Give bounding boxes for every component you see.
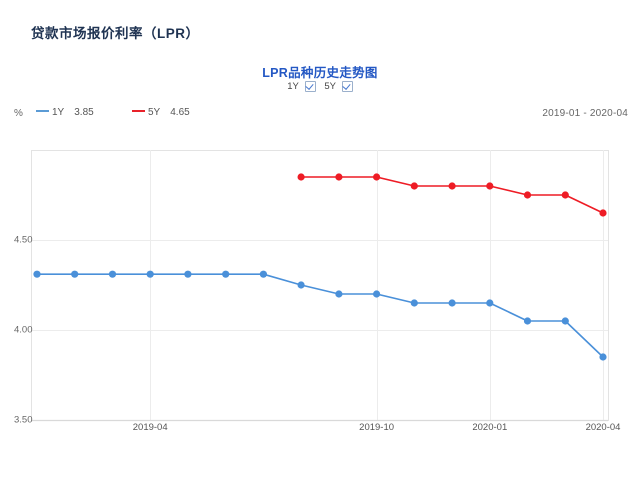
- toggle-1y-checkbox[interactable]: [304, 81, 316, 92]
- lpr-chart-page: 贷款市场报价利率（LPR） LPR品种历史走势图 1Y 5Y % 1Y 3.85 …: [0, 0, 640, 449]
- x-tick-label: 2019-04: [132, 422, 168, 433]
- legend-item-5y[interactable]: 5Y 4.65: [132, 107, 190, 118]
- toggle-1y[interactable]: 1Y: [287, 81, 316, 92]
- plot-area: 3.50 4.00 4.50 2019-04 2019-10 2020-01 2020-0…: [0, 124, 640, 449]
- chart-legend: % 1Y 3.85 5Y 4.65 2019-01 - 2020-04: [0, 106, 640, 124]
- card-bottom-strip: [0, 478, 640, 497]
- x-tick-label: 2020-04: [585, 422, 621, 433]
- legend-value-1y: 3.85: [74, 107, 94, 118]
- page-header: 贷款市场报价利率（LPR）: [0, 0, 640, 48]
- toggle-5y-checkbox[interactable]: [341, 81, 353, 92]
- chart-svg: [31, 150, 609, 422]
- y-tick-label: 4.50: [14, 234, 33, 246]
- legend-swatch-5y: [132, 110, 145, 113]
- y-tick-label: 4.00: [14, 324, 33, 336]
- x-axis-labels: 2019-04 2019-10 2020-01 2020-04: [0, 422, 640, 442]
- date-range-label: 2019-01 - 2020-04: [542, 108, 628, 119]
- legend-value-5y: 4.65: [170, 107, 190, 118]
- unit-label: %: [14, 108, 23, 119]
- series-toggle-group: 1Y 5Y: [0, 81, 640, 92]
- x-tick-label: 2019-10: [359, 422, 395, 433]
- x-tick-label: 2020-01: [472, 422, 508, 433]
- legend-name-5y: 5Y: [148, 107, 161, 118]
- toggle-1y-label: 1Y: [287, 81, 299, 92]
- chart-card: LPR品种历史走势图 1Y 5Y % 1Y 3.85 5Y 4.65 2019-01…: [0, 48, 640, 497]
- legend-swatch-1y: [36, 110, 49, 113]
- legend-name-1y: 1Y: [52, 107, 65, 118]
- page-title: 贷款市场报价利率（LPR）: [31, 26, 200, 41]
- chart-title: LPR品种历史走势图: [262, 66, 378, 80]
- y-tick-label: 3.50: [14, 414, 33, 426]
- legend-item-1y[interactable]: 1Y 3.85: [36, 107, 94, 118]
- toggle-5y-label: 5Y: [324, 81, 337, 92]
- y-axis-labels: 3.50 4.00 4.50: [0, 124, 60, 426]
- toggle-5y[interactable]: 5Y: [324, 81, 353, 92]
